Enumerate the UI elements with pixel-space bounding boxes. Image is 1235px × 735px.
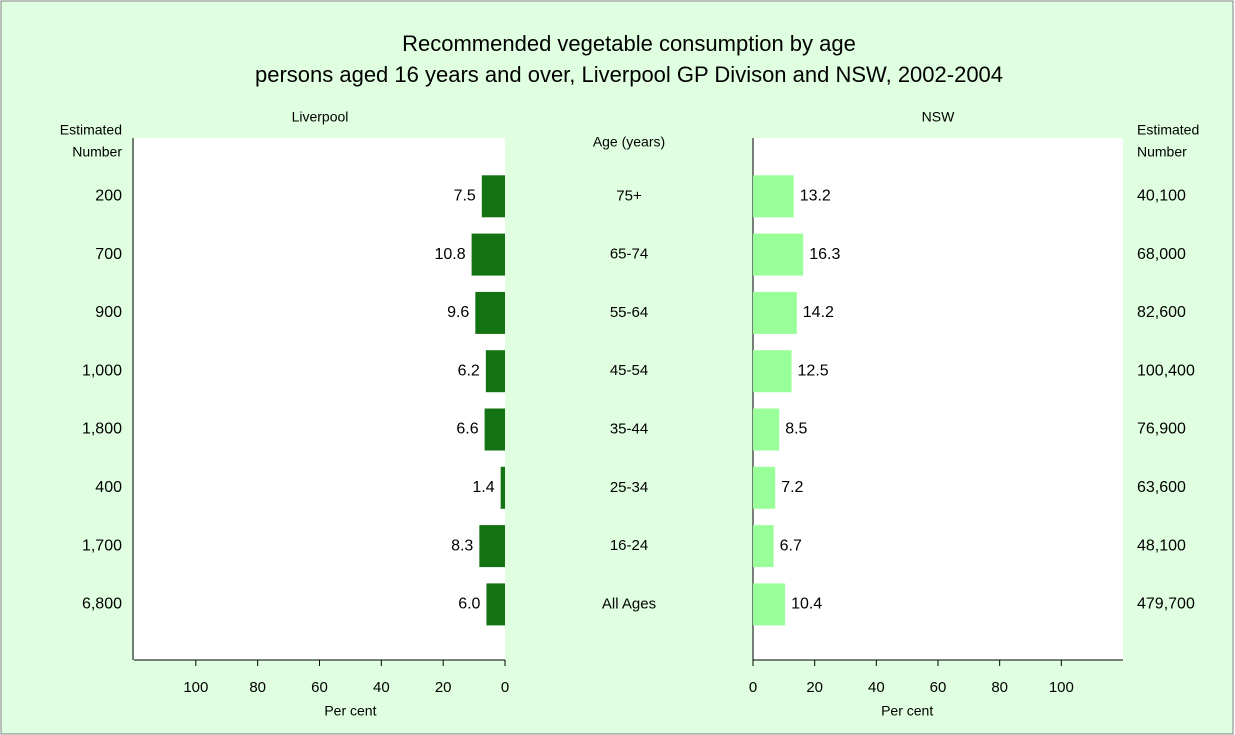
estimated-number: 68,000 bbox=[1137, 246, 1186, 263]
x-tick-label: 80 bbox=[249, 679, 266, 696]
bar bbox=[481, 175, 505, 218]
value-label: 8.5 bbox=[785, 421, 807, 438]
estimated-number: 900 bbox=[95, 304, 122, 321]
category-label: All Ages bbox=[602, 595, 656, 612]
value-label: 10.4 bbox=[791, 596, 822, 613]
bar bbox=[500, 466, 505, 509]
value-label: 13.2 bbox=[800, 188, 831, 205]
bar bbox=[753, 583, 786, 626]
bar bbox=[753, 525, 774, 568]
x-tick-label: 0 bbox=[501, 679, 509, 696]
estimated-header: Number bbox=[72, 144, 122, 160]
bar bbox=[753, 350, 792, 393]
x-tick-label: 100 bbox=[1049, 679, 1074, 696]
x-tick-label: 60 bbox=[311, 679, 328, 696]
estimated-number: 40,100 bbox=[1137, 188, 1186, 205]
value-label: 6.6 bbox=[456, 421, 478, 438]
value-label: 16.3 bbox=[809, 246, 840, 263]
bar bbox=[486, 583, 505, 626]
estimated-number: 1,000 bbox=[82, 362, 122, 379]
estimated-number: 63,600 bbox=[1137, 479, 1186, 496]
estimated-number: 76,900 bbox=[1137, 421, 1186, 438]
estimated-number: 700 bbox=[95, 246, 122, 263]
plot-area bbox=[134, 138, 505, 660]
x-tick-label: 80 bbox=[991, 679, 1008, 696]
estimated-number: 6,800 bbox=[82, 596, 122, 613]
value-label: 9.6 bbox=[447, 304, 469, 321]
value-label: 8.3 bbox=[451, 537, 473, 554]
bar bbox=[753, 466, 776, 509]
value-label: 7.2 bbox=[781, 479, 803, 496]
bar bbox=[475, 291, 505, 334]
chart-subtitle: persons aged 16 years and over, Liverpoo… bbox=[255, 62, 1003, 87]
x-tick-label: 60 bbox=[930, 679, 947, 696]
estimated-number: 48,100 bbox=[1137, 537, 1186, 554]
category-axis-title: Age (years) bbox=[593, 134, 665, 150]
estimated-number: 400 bbox=[95, 479, 122, 496]
x-axis-title: Per cent bbox=[324, 703, 376, 719]
series-name: NSW bbox=[922, 109, 955, 125]
value-label: 7.5 bbox=[454, 188, 476, 205]
bar bbox=[485, 350, 505, 393]
category-label: 65-74 bbox=[610, 246, 648, 263]
x-tick-label: 100 bbox=[183, 679, 208, 696]
value-label: 1.4 bbox=[472, 479, 494, 496]
bar bbox=[753, 408, 780, 451]
bar bbox=[479, 525, 505, 568]
bar bbox=[753, 175, 794, 218]
value-label: 12.5 bbox=[798, 362, 829, 379]
value-label: 6.0 bbox=[458, 596, 480, 613]
value-label: 6.7 bbox=[780, 537, 802, 554]
estimated-number: 1,800 bbox=[82, 421, 122, 438]
x-tick-label: 40 bbox=[373, 679, 390, 696]
value-label: 6.2 bbox=[458, 362, 480, 379]
bar bbox=[484, 408, 505, 451]
plot-area bbox=[753, 138, 1123, 660]
category-label: 75+ bbox=[616, 187, 642, 204]
estimated-number: 82,600 bbox=[1137, 304, 1186, 321]
bar bbox=[753, 291, 797, 334]
value-label: 10.8 bbox=[434, 246, 465, 263]
category-label: 45-54 bbox=[610, 362, 648, 379]
x-tick-label: 20 bbox=[806, 679, 823, 696]
category-label: 35-44 bbox=[610, 420, 648, 437]
series-name: Liverpool bbox=[292, 109, 349, 125]
category-label: 16-24 bbox=[610, 537, 648, 554]
estimated-number: 1,700 bbox=[82, 537, 122, 554]
value-label: 14.2 bbox=[803, 304, 834, 321]
bar bbox=[471, 233, 505, 276]
x-tick-label: 20 bbox=[435, 679, 452, 696]
estimated-header: Estimated bbox=[1137, 122, 1199, 138]
estimated-number: 200 bbox=[95, 188, 122, 205]
category-label: 25-34 bbox=[610, 479, 648, 496]
estimated-number: 100,400 bbox=[1137, 362, 1195, 379]
estimated-header: Number bbox=[1137, 144, 1187, 160]
x-tick-label: 40 bbox=[868, 679, 885, 696]
category-label: 55-64 bbox=[610, 304, 648, 321]
bar bbox=[753, 233, 804, 276]
x-axis-title: Per cent bbox=[881, 703, 933, 719]
estimated-number: 479,700 bbox=[1137, 596, 1195, 613]
estimated-header: Estimated bbox=[60, 122, 122, 138]
chart-title: Recommended vegetable consumption by age bbox=[402, 31, 856, 56]
x-tick-label: 0 bbox=[749, 679, 757, 696]
